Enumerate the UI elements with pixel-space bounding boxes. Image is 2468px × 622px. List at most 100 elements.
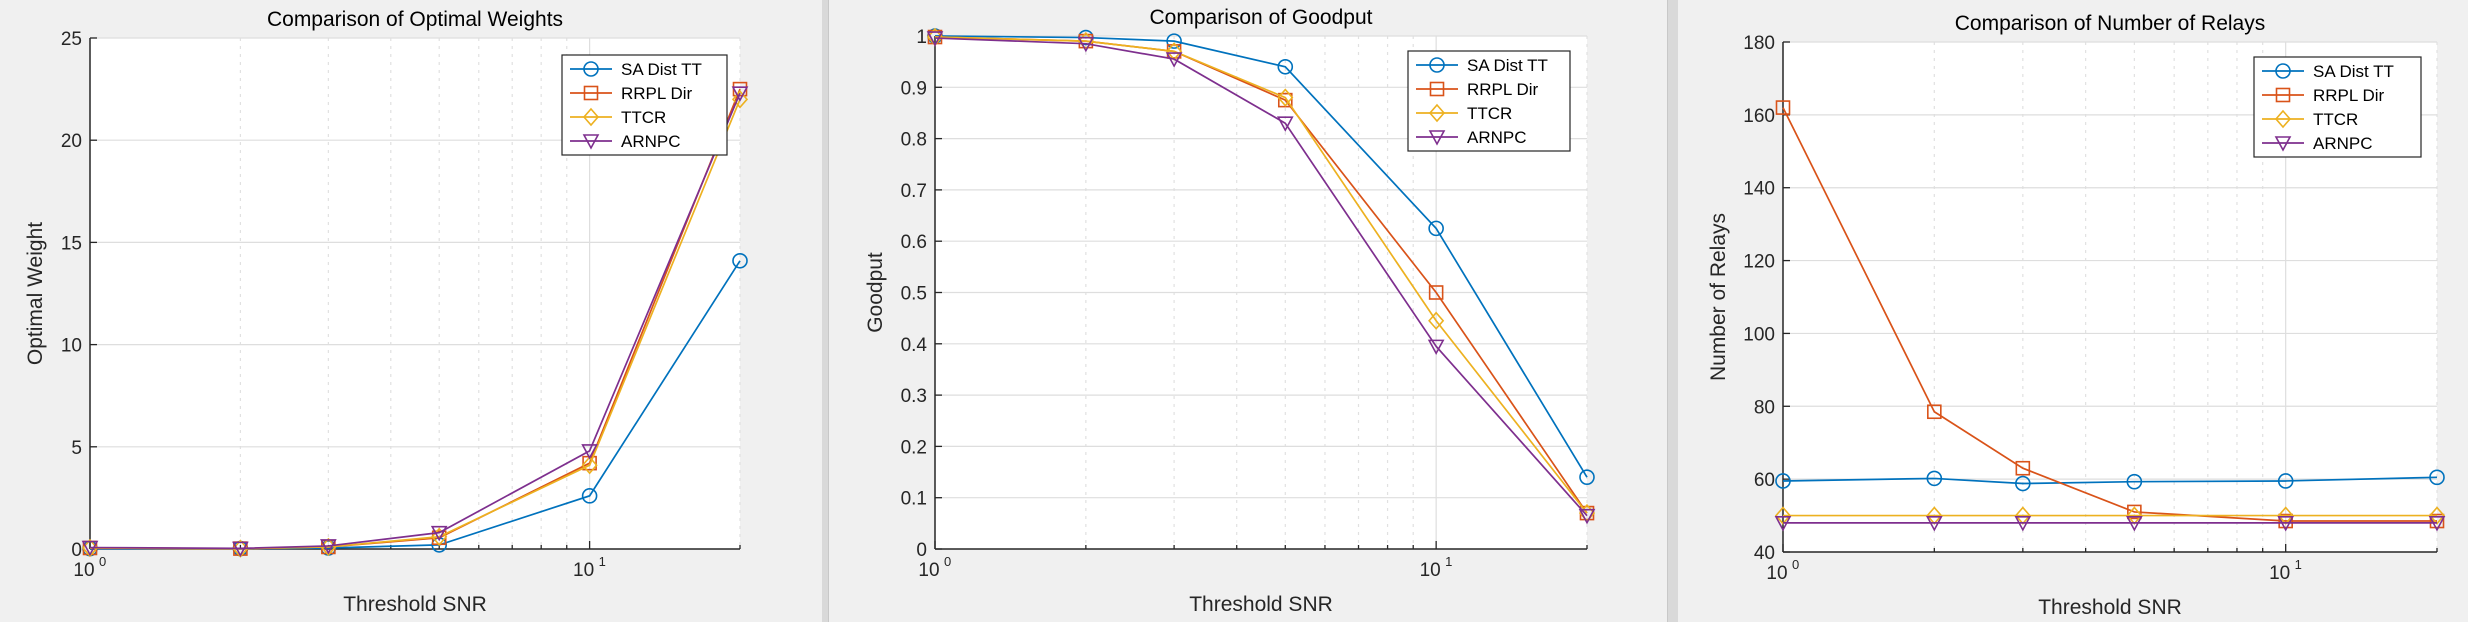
y-tick-label: 0.2 bbox=[901, 437, 927, 458]
legend-marker-rrpl-dir bbox=[2275, 87, 2291, 103]
data-point-ttcr bbox=[581, 455, 598, 475]
data-point-arnpc bbox=[1925, 516, 1943, 532]
x-tick-label: 10 bbox=[1766, 563, 1787, 584]
x-axis-label: Threshold SNR bbox=[1189, 593, 1333, 616]
x-tick-exponent: 1 bbox=[2295, 557, 2302, 572]
y-tick-label: 0.1 bbox=[901, 489, 927, 510]
y-tick-label: 0 bbox=[916, 540, 927, 561]
legend: SA Dist TT RRPL Dir TTCR ARNPC bbox=[561, 54, 728, 156]
data-point-ttcr bbox=[731, 90, 749, 109]
chart-title: Comparison of Optimal Weights bbox=[267, 8, 563, 31]
x-tick-exponent: 1 bbox=[599, 554, 606, 569]
data-point-arnpc bbox=[1276, 116, 1294, 132]
x-tick-label: 10 bbox=[73, 560, 94, 581]
y-tick-label: 0 bbox=[71, 540, 82, 561]
x-tick-label: 10 bbox=[918, 560, 939, 581]
data-point-ttcr bbox=[431, 527, 448, 546]
y-tick-label: 1 bbox=[916, 27, 927, 48]
series-line-ttcr bbox=[934, 36, 1588, 514]
data-point-arnpc bbox=[232, 541, 249, 558]
legend-marker-ttcr bbox=[1428, 103, 1446, 123]
legend-entry-sa-dist-tt: SA Dist TT bbox=[2313, 62, 2394, 81]
y-tick-label: 140 bbox=[1743, 179, 1775, 200]
data-point-ttcr bbox=[1428, 311, 1445, 330]
data-point-arnpc bbox=[2428, 516, 2446, 532]
data-point-sa-dist-tt bbox=[1277, 58, 1294, 75]
y-tick-label: 80 bbox=[1754, 397, 1775, 418]
data-point-arnpc bbox=[731, 86, 749, 102]
x-tick-exponent: 0 bbox=[99, 554, 106, 569]
data-point-arnpc bbox=[1165, 52, 1183, 68]
y-tick-label: 0.5 bbox=[901, 284, 927, 305]
data-point-sa-dist-tt bbox=[732, 252, 748, 269]
series-arnpc bbox=[926, 31, 1596, 525]
y-tick-label: 180 bbox=[1743, 33, 1775, 54]
x-tick-label: 10 bbox=[1420, 560, 1441, 581]
x-axis-label: Threshold SNR bbox=[343, 593, 487, 616]
legend-marker-sa-dist-tt bbox=[2275, 63, 2291, 79]
legend-box bbox=[561, 54, 728, 156]
legend-entry-sa-dist-tt: SA Dist TT bbox=[1467, 56, 1548, 75]
y-tick-label: 160 bbox=[1743, 106, 1775, 127]
series-line-sa-dist-tt bbox=[934, 35, 1588, 478]
y-tick-label: 60 bbox=[1754, 470, 1775, 491]
y-tick-label: 0.3 bbox=[901, 386, 927, 407]
y-tick-label: 100 bbox=[1743, 324, 1775, 345]
data-point-arnpc bbox=[2014, 516, 2032, 532]
series-sa-dist-tt bbox=[1775, 469, 2445, 492]
legend-entry-ttcr: TTCR bbox=[1467, 104, 1512, 123]
legend-entry-ttcr: TTCR bbox=[2313, 110, 2358, 129]
data-point-arnpc bbox=[81, 540, 99, 557]
x-tick-exponent: 1 bbox=[1445, 554, 1452, 569]
legend-marker-ttcr bbox=[582, 107, 600, 127]
legend-entry-rrpl-dir: RRPL Dir bbox=[2313, 86, 2384, 105]
y-tick-label: 25 bbox=[61, 29, 82, 50]
x-tick-exponent: 0 bbox=[1792, 557, 1799, 572]
data-point-sa-dist-tt bbox=[1166, 33, 1182, 49]
data-point-sa-dist-tt bbox=[1579, 469, 1595, 485]
series-rrpl-dir bbox=[1775, 100, 2445, 529]
x-axis-label: Threshold SNR bbox=[2038, 596, 2182, 619]
data-point-sa-dist-tt bbox=[2126, 473, 2143, 490]
y-tick-label: 0.7 bbox=[901, 181, 927, 202]
legend-entry-arnpc: ARNPC bbox=[621, 132, 681, 151]
data-point-arnpc bbox=[1578, 508, 1596, 525]
legend-entry-rrpl-dir: RRPL Dir bbox=[1467, 80, 1538, 99]
legend-entry-ttcr: TTCR bbox=[621, 108, 666, 127]
legend-marker-arnpc bbox=[1428, 130, 1446, 146]
data-point-arnpc bbox=[2126, 516, 2143, 532]
background-window-strip bbox=[822, 0, 828, 622]
legend-entry-arnpc: ARNPC bbox=[2313, 134, 2373, 153]
data-point-arnpc bbox=[1774, 516, 1792, 532]
data-point-sa-dist-tt bbox=[581, 488, 598, 504]
legend: SA Dist TT RRPL Dir TTCR ARNPC bbox=[1407, 50, 1571, 152]
series-arnpc bbox=[1774, 516, 2446, 532]
y-tick-label: 15 bbox=[61, 233, 82, 254]
data-point-sa-dist-tt bbox=[1428, 220, 1444, 237]
y-tick-label: 0.9 bbox=[901, 78, 927, 99]
y-tick-label: 20 bbox=[61, 131, 82, 152]
chart-title: Comparison of Goodput bbox=[1150, 6, 1373, 29]
data-point-rrpl-dir bbox=[1428, 285, 1444, 300]
data-point-rrpl-dir bbox=[1775, 100, 1791, 115]
legend-marker-rrpl-dir bbox=[1429, 81, 1445, 97]
data-point-arnpc bbox=[320, 539, 337, 555]
legend-entry-rrpl-dir: RRPL Dir bbox=[621, 84, 692, 103]
y-axis-label: Goodput bbox=[864, 252, 887, 333]
data-point-sa-dist-tt bbox=[2429, 469, 2445, 486]
legend: SA Dist TT RRPL Dir TTCR ARNPC bbox=[2253, 56, 2422, 158]
legend-marker-sa-dist-tt bbox=[1429, 57, 1445, 73]
y-tick-label: 120 bbox=[1743, 252, 1775, 273]
legend-marker-sa-dist-tt bbox=[583, 61, 599, 77]
series-line-sa-dist-tt bbox=[1782, 476, 2438, 485]
data-point-ttcr bbox=[1277, 88, 1294, 107]
y-tick-label: 10 bbox=[61, 336, 82, 357]
legend-marker-arnpc bbox=[582, 134, 600, 150]
y-axis-label: Optimal Weight bbox=[24, 222, 47, 365]
x-tick-label: 10 bbox=[573, 560, 594, 581]
data-point-sa-dist-tt bbox=[2015, 475, 2031, 492]
